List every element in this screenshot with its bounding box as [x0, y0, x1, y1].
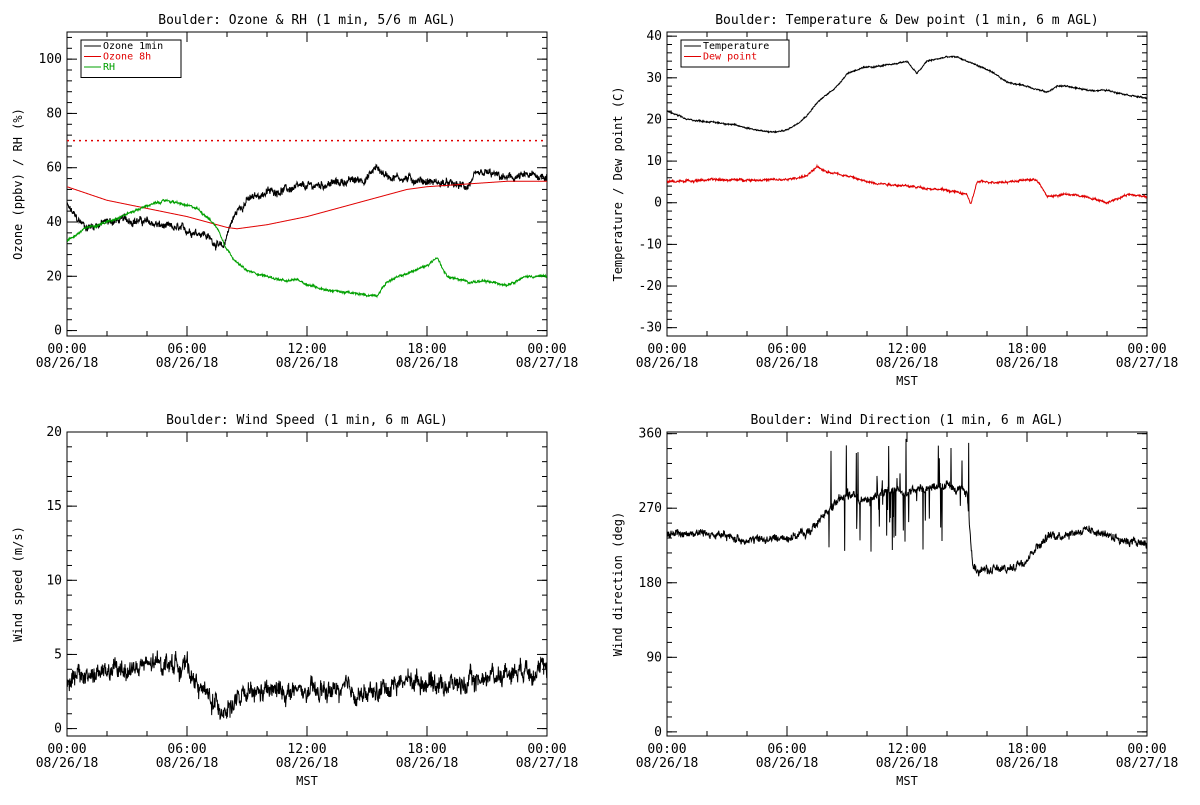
- y-tick-label: -30: [639, 321, 662, 336]
- series-line-wind_dir-0: [667, 438, 1147, 577]
- series-line-ozone_rh-2: [67, 198, 547, 299]
- x-tick-label: 18:00: [407, 342, 446, 357]
- x-tick-label: 12:00: [287, 342, 326, 357]
- y-tick-label: 60: [46, 161, 62, 176]
- y-tick-label: -20: [639, 279, 662, 294]
- y-axis-label: Temperature / Dew point (C): [611, 86, 625, 281]
- x-tick-label: 00:00: [1127, 742, 1166, 757]
- series-line-ozone_rh-0: [67, 163, 547, 251]
- x-tick-label: 08/26/18: [396, 356, 459, 371]
- y-tick-label: -10: [639, 237, 662, 252]
- x-tick-label: 00:00: [47, 342, 86, 357]
- y-tick-label: 0: [654, 725, 662, 740]
- x-tick-label: 08/26/18: [996, 756, 1059, 771]
- x-tick-label: 08/26/18: [36, 356, 99, 371]
- x-tick-label: 08/26/18: [276, 756, 339, 771]
- x-tick-label: 06:00: [767, 342, 806, 357]
- y-tick-label: 80: [46, 106, 62, 121]
- legend-entry: Dew point: [703, 52, 757, 63]
- legend-entry: Temperature: [703, 41, 769, 52]
- y-axis-label: Wind speed (m/s): [11, 526, 25, 642]
- x-tick-label: 00:00: [527, 342, 566, 357]
- series-line-temp_dew-0: [667, 55, 1147, 134]
- x-tick-label: 08/27/18: [1116, 356, 1179, 371]
- x-tick-label: 08/26/18: [636, 356, 699, 371]
- x-tick-label: 12:00: [887, 342, 926, 357]
- x-tick-label: 06:00: [167, 742, 206, 757]
- x-tick-label: 08/26/18: [396, 756, 459, 771]
- y-tick-label: 20: [646, 112, 662, 127]
- x-tick-label: 12:00: [887, 742, 926, 757]
- chart-title: Boulder: Wind Speed (1 min, 6 m AGL): [166, 413, 448, 428]
- y-tick-label: 0: [54, 324, 62, 339]
- x-tick-label: 08/26/18: [756, 756, 819, 771]
- x-tick-label: 18:00: [1007, 742, 1046, 757]
- panel-wind_speed: Boulder: Wind Speed (1 min, 6 m AGL) 0 5 10…: [11, 413, 578, 788]
- x-tick-label: 08/27/18: [516, 356, 579, 371]
- y-tick-label: 40: [46, 215, 62, 230]
- y-tick-label: 100: [39, 52, 62, 67]
- x-tick-label: 00:00: [527, 742, 566, 757]
- x-tick-label: 06:00: [767, 742, 806, 757]
- x-tick-label: 08/27/18: [516, 756, 579, 771]
- x-tick-label: 08/26/18: [156, 756, 219, 771]
- x-tick-label: 08/26/18: [756, 356, 819, 371]
- y-tick-label: 180: [639, 576, 662, 591]
- y-tick-label: 360: [639, 427, 662, 442]
- x-tick-label: 00:00: [1127, 342, 1166, 357]
- y-tick-label: 15: [46, 499, 62, 514]
- legend-box: [680, 39, 790, 68]
- panel-ozone_rh: Boulder: Ozone & RH (1 min, 5/6 m AGL) 0 2…: [11, 13, 578, 371]
- chart-title: Boulder: Wind Direction (1 min, 6 m AGL): [750, 413, 1063, 428]
- plot-frame: [666, 431, 1148, 737]
- x-tick-label: 08/26/18: [36, 756, 99, 771]
- y-tick-label: 5: [54, 647, 62, 662]
- y-axis-label: Wind direction (deg): [611, 512, 625, 657]
- x-tick-label: 08/26/18: [276, 356, 339, 371]
- x-tick-label: 00:00: [647, 742, 686, 757]
- x-axis-label: MST: [896, 774, 918, 788]
- x-tick-label: 08/26/18: [876, 756, 939, 771]
- y-tick-label: 270: [639, 501, 662, 516]
- y-tick-label: 20: [46, 269, 62, 284]
- chart-title: Boulder: Ozone & RH (1 min, 5/6 m AGL): [158, 13, 455, 28]
- x-axis-label: MST: [296, 774, 318, 788]
- y-tick-label: 20: [46, 425, 62, 440]
- legend-entry: Ozone 1min: [103, 41, 163, 52]
- x-tick-label: 08/26/18: [996, 356, 1059, 371]
- y-tick-label: 30: [646, 71, 662, 86]
- y-tick-label: 90: [646, 650, 662, 665]
- x-tick-label: 06:00: [167, 342, 206, 357]
- x-tick-label: 08/26/18: [636, 756, 699, 771]
- series-line-ozone_rh-1: [67, 180, 547, 230]
- chart-title: Boulder: Temperature & Dew point (1 min,…: [715, 13, 1099, 28]
- panel-wind_dir: Boulder: Wind Direction (1 min, 6 m AGL)…: [611, 413, 1178, 788]
- y-tick-label: 10: [646, 154, 662, 169]
- x-tick-label: 08/27/18: [1116, 756, 1179, 771]
- y-tick-label: 0: [54, 722, 62, 737]
- x-tick-label: 00:00: [647, 342, 686, 357]
- panel-temp_dew: Boulder: Temperature & Dew point (1 min,…: [611, 13, 1178, 388]
- plot-frame: [666, 31, 1148, 337]
- x-tick-label: 08/26/18: [156, 356, 219, 371]
- y-tick-label: 10: [46, 573, 62, 588]
- legend-entry: Ozone 8h: [103, 52, 151, 63]
- x-tick-label: 18:00: [1007, 342, 1046, 357]
- y-axis-label: Ozone (ppbv) / RH (%): [11, 108, 25, 260]
- series-line-temp_dew-1: [667, 163, 1147, 205]
- x-tick-label: 12:00: [287, 742, 326, 757]
- series-line-wind_speed-0: [67, 650, 547, 720]
- x-tick-label: 08/26/18: [876, 356, 939, 371]
- x-tick-label: 18:00: [407, 742, 446, 757]
- y-tick-label: 40: [646, 29, 662, 44]
- x-tick-label: 00:00: [47, 742, 86, 757]
- y-tick-label: 0: [654, 196, 662, 211]
- x-axis-label: MST: [896, 374, 918, 388]
- legend-entry: RH: [103, 62, 115, 73]
